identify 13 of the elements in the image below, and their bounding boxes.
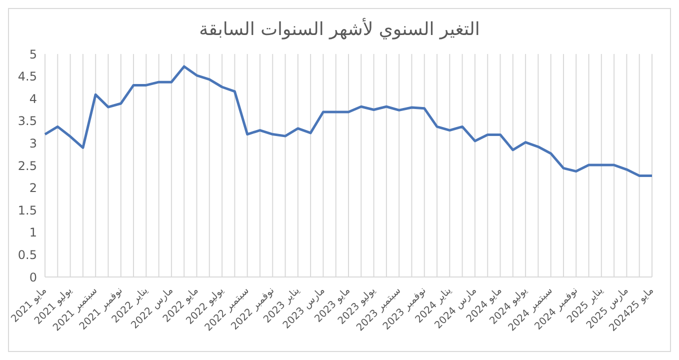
y-tick-label: 3.5 xyxy=(18,114,37,128)
y-tick-label: 5 xyxy=(29,47,37,62)
y-tick-label: 2 xyxy=(29,181,37,196)
y-tick-label: 1.5 xyxy=(18,203,37,218)
y-tick-label: 0.5 xyxy=(18,248,37,262)
y-tick-label: 4 xyxy=(29,92,37,106)
line-series xyxy=(44,65,654,178)
y-tick-label: 1 xyxy=(29,226,37,240)
y-tick-label: 4.5 xyxy=(18,70,37,84)
chart-title: التغير السنوي لأشهر السنوات السابقة xyxy=(198,16,481,42)
y-tick-label: 0 xyxy=(29,270,37,284)
y-tick-label: 2.5 xyxy=(18,158,37,173)
y-tick-label: 3 xyxy=(29,136,37,150)
